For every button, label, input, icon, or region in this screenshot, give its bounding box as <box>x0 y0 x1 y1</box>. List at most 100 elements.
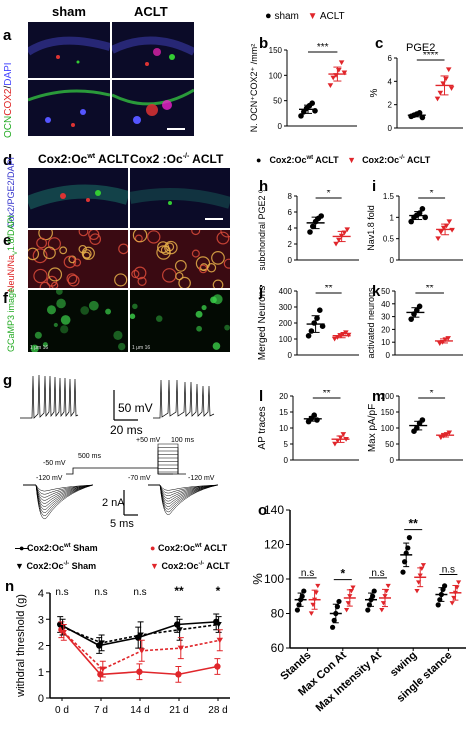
data-point <box>443 76 449 82</box>
calcium-signal <box>60 315 71 325</box>
data-point <box>327 83 334 88</box>
calcium-signal <box>155 315 163 322</box>
col-header-wt: Cox2:Ocwt ACLT <box>38 152 130 166</box>
data-point <box>336 598 342 605</box>
neuron-cell <box>82 251 91 260</box>
data-point <box>435 236 441 242</box>
y-axis-label: activated neurons <box>366 287 376 359</box>
y-tick-label: 100 <box>381 424 395 433</box>
neuron-cell <box>47 237 61 251</box>
y-tick-label: 120 <box>264 538 284 552</box>
step-mid-label: 500 ms <box>78 453 101 460</box>
ap-trace-ko <box>153 379 215 419</box>
micrograph-a-sham-low <box>28 22 110 78</box>
data-point <box>336 237 342 243</box>
data-point <box>449 601 455 606</box>
y-tick-label: 0 <box>38 693 44 705</box>
data-point <box>308 328 315 334</box>
neuron-cell <box>160 245 171 256</box>
step-m120a-label: -120 mV <box>36 475 63 482</box>
significance-label: * <box>340 567 345 581</box>
data-point <box>314 417 320 423</box>
y-tick-label: 80 <box>271 607 285 621</box>
significance-label: ** <box>174 585 184 598</box>
y-tick-label: 20 <box>381 325 390 334</box>
data-point <box>216 637 223 644</box>
y-tick-label: 2 <box>288 240 293 249</box>
current-trace <box>23 484 94 498</box>
data-point <box>138 648 145 654</box>
neuron-cell <box>63 255 77 269</box>
micrograph-a-sham-high <box>28 80 110 136</box>
current-trace <box>148 484 219 502</box>
data-point <box>333 241 339 247</box>
step-high-label: +50 mV <box>136 437 161 444</box>
neuron-cell <box>33 268 48 284</box>
step-line <box>157 454 179 474</box>
neuron-cell <box>223 258 230 269</box>
data-point <box>406 535 412 541</box>
y-tick-label: 6 <box>388 54 393 63</box>
x-tick-label: Max Intensity At <box>314 649 385 714</box>
current-trace <box>23 484 94 504</box>
x-tick-label: 28 d <box>208 705 227 716</box>
data-point <box>331 336 338 342</box>
data-point <box>319 323 326 329</box>
y-tick-label: 0 <box>288 351 293 360</box>
y-tick-label: 10 <box>279 424 288 433</box>
data-point <box>60 629 67 636</box>
data-point <box>340 432 347 437</box>
data-point <box>420 563 426 568</box>
calcium-signal <box>118 342 126 351</box>
y-tick-label: 50 <box>381 287 390 296</box>
data-point <box>137 632 144 638</box>
current-trace <box>23 484 94 495</box>
calcium-signal <box>212 342 221 350</box>
data-point <box>318 213 324 219</box>
y-tick-label: 6 <box>288 208 293 217</box>
calcium-signal <box>53 322 58 328</box>
neuron-cell <box>178 276 191 288</box>
neuron-cell <box>89 233 102 246</box>
calcium-signal <box>195 310 203 318</box>
y-axis-label: Nav1.8 fold <box>366 205 376 251</box>
data-point <box>350 585 356 590</box>
data-point <box>97 671 104 678</box>
calcium-signal <box>56 298 66 309</box>
step-line <box>157 447 179 474</box>
data-point <box>365 607 371 613</box>
panel-label-a: a <box>3 27 12 44</box>
step-protocol <box>157 443 179 474</box>
data-point <box>332 441 338 447</box>
legend-b: ● sham ▼ ACLT <box>265 10 345 22</box>
data-point <box>456 580 462 585</box>
data-point <box>419 417 426 423</box>
chart-c-title: PGE2 <box>406 42 436 54</box>
neuron-cell <box>81 246 95 260</box>
panel-label-o: o <box>258 502 268 519</box>
data-point <box>445 67 452 73</box>
data-point <box>379 607 385 613</box>
panel-a-ylabel: OCNCOX2/DAPI <box>3 62 14 138</box>
micrograph-e-wt <box>28 230 128 288</box>
current-trace <box>23 484 94 507</box>
data-point <box>446 219 453 225</box>
calcium-signal <box>196 325 202 332</box>
micrograph-f-ko: 1 μm 16 <box>130 290 230 352</box>
chart-h: 0 2 4 6 8 * subchondral PGE2 % <box>257 190 359 270</box>
y-tick-label: 0 <box>390 256 395 265</box>
chart-j: 0 100 200 300 400 ** Merged Neurons <box>257 285 359 360</box>
current-trace <box>148 484 219 515</box>
sodium-current-traces <box>23 484 219 520</box>
data-point <box>308 611 314 616</box>
y-tick-label: 4 <box>388 77 393 86</box>
data-point <box>435 602 441 608</box>
data-point <box>408 316 414 322</box>
col-header-ko: Cox2 :Oc-/- ACLT <box>130 152 224 166</box>
y-tick-label: 1.5 <box>383 192 395 201</box>
step-line <box>157 457 179 474</box>
neuron-cell <box>114 273 128 287</box>
chart-b: 0 50 100 150 *** N. OCN⁺COX2⁺ /mm² <box>249 42 357 132</box>
y-tick-label: 40 <box>381 300 390 309</box>
data-point <box>215 621 222 628</box>
